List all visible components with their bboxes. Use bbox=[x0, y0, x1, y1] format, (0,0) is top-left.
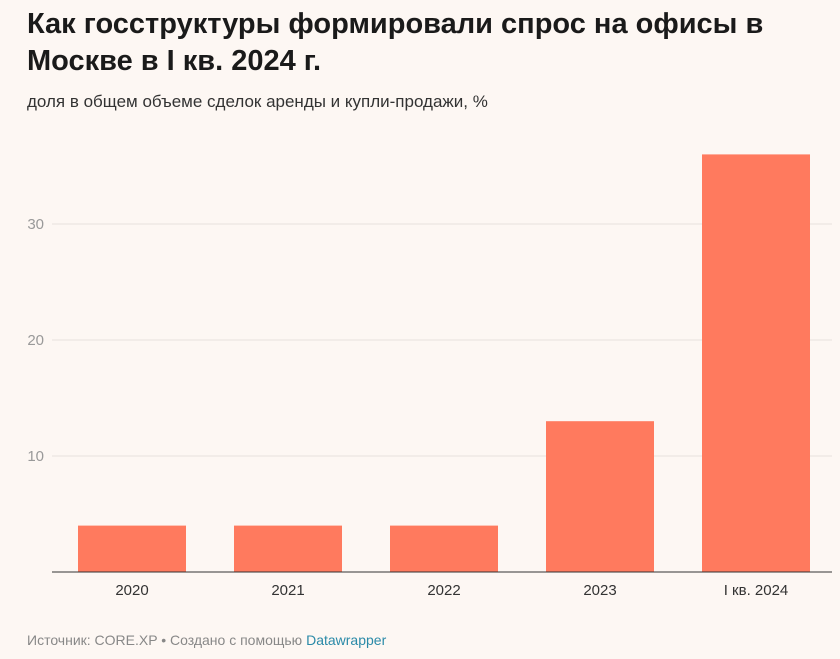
x-tick-label: 2021 bbox=[271, 582, 304, 599]
bar bbox=[546, 421, 654, 572]
y-tick-label: 20 bbox=[27, 332, 44, 349]
y-tick-label: 10 bbox=[27, 448, 44, 465]
x-tick-label: 2022 bbox=[427, 582, 460, 599]
bar bbox=[390, 525, 498, 572]
x-tick-label: 2023 bbox=[583, 582, 616, 599]
chart-title: Как госструктуры формировали спрос на оф… bbox=[27, 8, 764, 77]
footer: Источник: CORE.XP • Создано с помощью Da… bbox=[27, 632, 386, 648]
bar-chart: 10 20 30 2020 2021 2022 2023 I кв. 2024 bbox=[27, 154, 832, 599]
datawrapper-link[interactable]: Datawrapper bbox=[306, 632, 387, 648]
bar bbox=[702, 154, 810, 572]
x-tick-label: 2020 bbox=[115, 582, 148, 599]
bar bbox=[78, 525, 186, 572]
y-tick-label: 30 bbox=[27, 216, 44, 233]
bar bbox=[234, 525, 342, 572]
source-text: Источник: CORE.XP • Создано с помощью bbox=[27, 632, 307, 648]
x-tick-label: I кв. 2024 bbox=[724, 582, 789, 599]
chart-subtitle: доля в общем объеме сделок аренды и купл… bbox=[27, 92, 488, 111]
